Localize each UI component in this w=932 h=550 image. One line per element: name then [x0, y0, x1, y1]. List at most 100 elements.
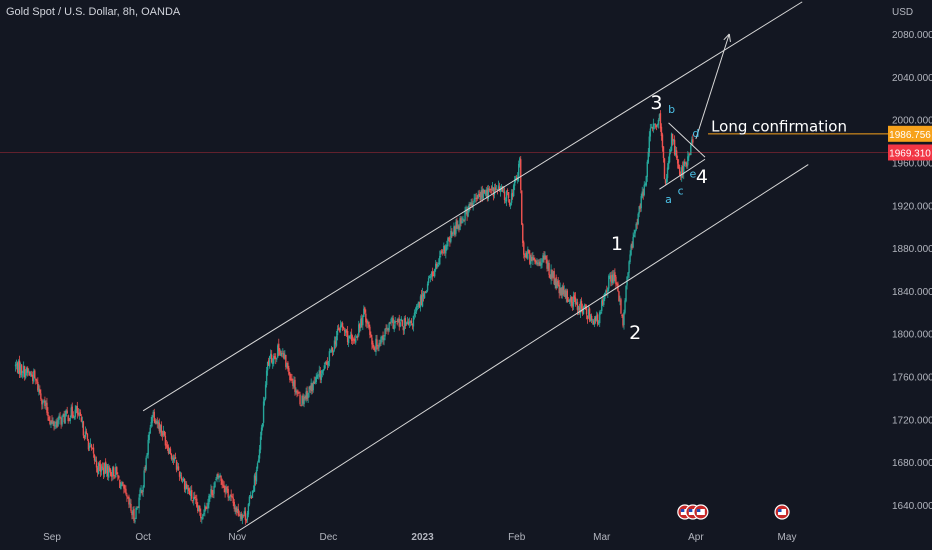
candle-body — [321, 370, 324, 374]
candle-body — [606, 290, 608, 292]
candle-body — [146, 453, 148, 457]
candle-body — [670, 133, 673, 151]
candle-body — [19, 365, 22, 376]
candle-body — [605, 290, 607, 293]
candle-body — [96, 467, 99, 473]
candle-body — [166, 444, 169, 448]
candle-body — [665, 177, 668, 183]
candle-body — [435, 263, 437, 270]
candle-body — [94, 459, 97, 461]
candle-body — [578, 307, 581, 313]
candle-body — [384, 328, 386, 337]
candle-body — [591, 320, 594, 322]
last-price-tag — [888, 144, 932, 161]
candle-body — [639, 204, 641, 209]
candle-body — [328, 351, 331, 362]
candle-body — [374, 350, 376, 352]
candle-body — [631, 243, 633, 248]
candle-body — [183, 479, 186, 490]
candle-body — [487, 188, 490, 199]
candle-body — [565, 291, 567, 298]
candle-body — [243, 511, 246, 514]
candle-body — [385, 328, 387, 330]
candle-body — [298, 392, 300, 394]
flag-canton — [680, 509, 685, 512]
candle-body — [633, 234, 635, 237]
candle-body — [44, 400, 46, 407]
candle-body — [125, 488, 127, 494]
candle-body — [433, 269, 436, 277]
candle-body — [190, 490, 192, 496]
candle-body — [669, 149, 672, 153]
candle-body — [371, 337, 373, 345]
candle-body — [668, 153, 671, 163]
candle-body — [143, 470, 145, 488]
candle-body — [62, 414, 64, 416]
candle-body — [123, 485, 125, 489]
candle-body — [358, 324, 360, 336]
candle-body — [360, 318, 362, 328]
candle-body — [300, 404, 302, 406]
candle-body — [411, 324, 414, 326]
candle-body — [234, 508, 236, 510]
candle-body — [278, 343, 280, 352]
last-price-tag-label: 1969.310 — [889, 148, 931, 159]
candle-body — [198, 505, 200, 511]
candle-body — [608, 275, 610, 289]
candle-body — [514, 178, 517, 180]
x-tick-label: Nov — [228, 532, 246, 543]
flag-stripes — [778, 509, 787, 515]
candle-body — [301, 396, 303, 405]
candle-body — [569, 297, 572, 301]
candle-body — [226, 486, 228, 490]
candle-body — [199, 506, 201, 512]
candle-body — [485, 190, 488, 195]
candle-body — [685, 162, 687, 165]
candle-body — [628, 261, 630, 273]
candle-body — [377, 347, 379, 349]
candle-body — [412, 315, 415, 327]
flag-stripes — [696, 509, 705, 515]
candle-body — [408, 321, 411, 324]
candle-body — [324, 362, 327, 364]
candle-body — [330, 348, 333, 352]
candle-body — [621, 314, 623, 316]
candle-body — [493, 188, 496, 195]
candle-body — [231, 496, 233, 498]
candle-body — [67, 415, 69, 422]
drawings-layer — [0, 1, 888, 533]
channel-upper-line — [142, 1, 803, 412]
candle-body — [285, 354, 287, 367]
candle-body — [208, 495, 210, 505]
candle-body — [465, 209, 467, 210]
y-tick-label: 1880.000 — [892, 244, 932, 255]
candle-body — [468, 203, 470, 212]
candle-body — [594, 316, 597, 321]
candle-body — [196, 498, 198, 507]
flag-canton — [696, 509, 701, 512]
candle-body — [501, 186, 504, 192]
projection-arrow-line — [695, 33, 730, 140]
candle-body — [592, 321, 595, 324]
candle-body — [610, 275, 612, 282]
candle-body — [334, 341, 337, 345]
candle-body — [32, 374, 34, 381]
candle-body — [104, 461, 107, 473]
candle-body — [311, 383, 313, 392]
time-axis[interactable]: Sep Oct Nov Dec 2023 Feb Mar Apr May — [43, 532, 796, 543]
candle-body — [363, 308, 365, 317]
candle-body — [310, 382, 312, 391]
candle-body — [683, 162, 685, 174]
candle-body — [78, 413, 81, 415]
candle-body — [443, 245, 445, 252]
candle-body — [115, 467, 117, 478]
axis-currency-label: USD — [892, 7, 913, 18]
candle-body — [132, 510, 134, 515]
candle-body — [627, 272, 629, 277]
candle-body — [573, 295, 576, 299]
candle-body — [318, 370, 320, 374]
price-axis[interactable]: USD 1640.000 1680.000 1720.000 1760.000 1800.… — [888, 7, 932, 512]
candle-body — [105, 464, 108, 473]
y-tick-label: 1640.000 — [892, 501, 932, 512]
